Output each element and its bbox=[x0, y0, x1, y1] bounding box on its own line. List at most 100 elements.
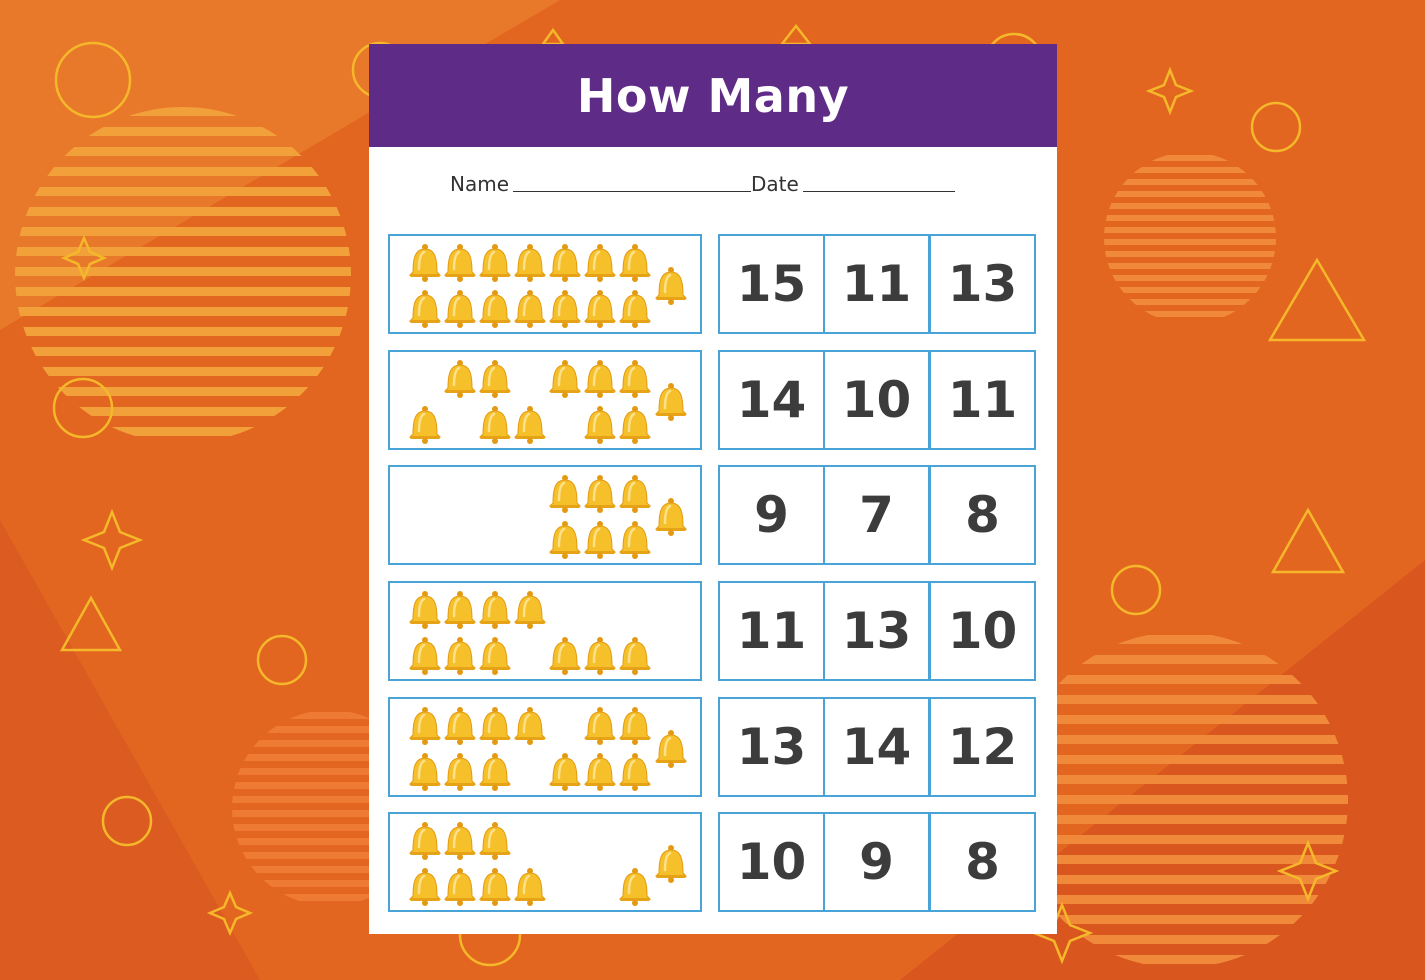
bell-icon bbox=[478, 406, 512, 444]
bell-icon bbox=[583, 475, 617, 513]
bell-icon bbox=[478, 290, 512, 328]
name-label: Name bbox=[450, 172, 510, 196]
bell-icon bbox=[443, 707, 477, 745]
bell-icon bbox=[583, 406, 617, 444]
bell-picture-box bbox=[388, 581, 702, 681]
bell-icon bbox=[654, 730, 688, 768]
question-row: 15 11 13 bbox=[388, 234, 1038, 336]
bell-icon bbox=[513, 290, 547, 328]
bell-icon bbox=[408, 406, 442, 444]
answer-option[interactable]: 8 bbox=[929, 465, 1036, 565]
bell-icon bbox=[443, 753, 477, 791]
worksheet: How Many Name Date 15 11 13 14 10 11 9 7… bbox=[369, 44, 1057, 934]
bell-icon bbox=[443, 591, 477, 629]
bell-icon bbox=[618, 290, 652, 328]
answer-option[interactable]: 13 bbox=[718, 697, 825, 797]
bell-icon bbox=[618, 753, 652, 791]
bell-picture-box bbox=[388, 234, 702, 334]
bell-icon bbox=[618, 406, 652, 444]
answer-option[interactable]: 11 bbox=[718, 581, 825, 681]
bell-icon bbox=[408, 707, 442, 745]
bell-icon bbox=[408, 637, 442, 675]
bell-icon bbox=[478, 753, 512, 791]
answer-option[interactable]: 13 bbox=[823, 581, 930, 681]
bell-icon bbox=[618, 868, 652, 906]
question-row: 14 10 11 bbox=[388, 350, 1038, 452]
question-row: 10 9 8 bbox=[388, 812, 1038, 914]
bell-icon bbox=[583, 290, 617, 328]
bell-icon bbox=[443, 360, 477, 398]
bell-icon bbox=[443, 290, 477, 328]
bell-picture-box bbox=[388, 812, 702, 912]
question-row: 13 14 12 bbox=[388, 697, 1038, 799]
answer-option[interactable]: 9 bbox=[718, 465, 825, 565]
bell-icon bbox=[443, 822, 477, 860]
bell-icon bbox=[443, 868, 477, 906]
bell-icon bbox=[583, 753, 617, 791]
answer-option[interactable]: 10 bbox=[718, 812, 825, 912]
bell-icon bbox=[408, 244, 442, 282]
bell-icon bbox=[583, 244, 617, 282]
bell-icon bbox=[513, 591, 547, 629]
bell-icon bbox=[583, 707, 617, 745]
bell-picture-box bbox=[388, 465, 702, 565]
bell-icon bbox=[548, 475, 582, 513]
bell-icon bbox=[513, 244, 547, 282]
bell-picture-box bbox=[388, 697, 702, 797]
bell-icon bbox=[408, 290, 442, 328]
bell-icon bbox=[618, 475, 652, 513]
name-date-line: Name Date bbox=[450, 172, 955, 196]
bell-icon bbox=[654, 498, 688, 536]
answer-option[interactable]: 12 bbox=[929, 697, 1036, 797]
worksheet-title: How Many bbox=[576, 68, 850, 123]
answer-option[interactable]: 15 bbox=[718, 234, 825, 334]
bell-icon bbox=[478, 360, 512, 398]
answer-option[interactable]: 10 bbox=[929, 581, 1036, 681]
answer-option[interactable]: 14 bbox=[718, 350, 825, 450]
bell-icon bbox=[654, 267, 688, 305]
question-row: 11 13 10 bbox=[388, 581, 1038, 683]
bell-icon bbox=[548, 290, 582, 328]
bell-icon bbox=[443, 244, 477, 282]
date-blank[interactable] bbox=[802, 190, 955, 192]
bell-icon bbox=[408, 591, 442, 629]
bell-icon bbox=[654, 383, 688, 421]
bell-icon bbox=[618, 244, 652, 282]
answer-option[interactable]: 14 bbox=[823, 697, 930, 797]
bell-icon bbox=[618, 637, 652, 675]
bell-icon bbox=[548, 360, 582, 398]
bell-icon bbox=[478, 591, 512, 629]
answer-option[interactable]: 10 bbox=[823, 350, 930, 450]
bell-icon bbox=[618, 360, 652, 398]
bell-icon bbox=[408, 822, 442, 860]
bell-icon bbox=[618, 707, 652, 745]
bell-icon bbox=[408, 868, 442, 906]
bell-icon bbox=[513, 868, 547, 906]
bell-icon bbox=[618, 521, 652, 559]
answer-option[interactable]: 11 bbox=[823, 234, 930, 334]
answer-option[interactable]: 7 bbox=[823, 465, 930, 565]
answer-option[interactable]: 11 bbox=[929, 350, 1036, 450]
bell-icon bbox=[443, 637, 477, 675]
bell-icon bbox=[548, 753, 582, 791]
bell-icon bbox=[513, 406, 547, 444]
bell-icon bbox=[478, 868, 512, 906]
bell-icon bbox=[548, 521, 582, 559]
bell-icon bbox=[583, 637, 617, 675]
striped-circle-decoration bbox=[15, 107, 351, 436]
answer-option[interactable]: 8 bbox=[929, 812, 1036, 912]
bell-icon bbox=[548, 244, 582, 282]
bell-icon bbox=[513, 707, 547, 745]
bell-icon bbox=[654, 845, 688, 883]
bell-icon bbox=[478, 244, 512, 282]
bell-picture-box bbox=[388, 350, 702, 450]
bell-icon bbox=[408, 753, 442, 791]
bell-icon bbox=[478, 707, 512, 745]
bell-icon bbox=[583, 521, 617, 559]
bell-icon bbox=[583, 360, 617, 398]
answer-option[interactable]: 13 bbox=[929, 234, 1036, 334]
answer-option[interactable]: 9 bbox=[823, 812, 930, 912]
bell-icon bbox=[478, 637, 512, 675]
bell-icon bbox=[478, 822, 512, 860]
name-blank[interactable] bbox=[513, 190, 752, 192]
